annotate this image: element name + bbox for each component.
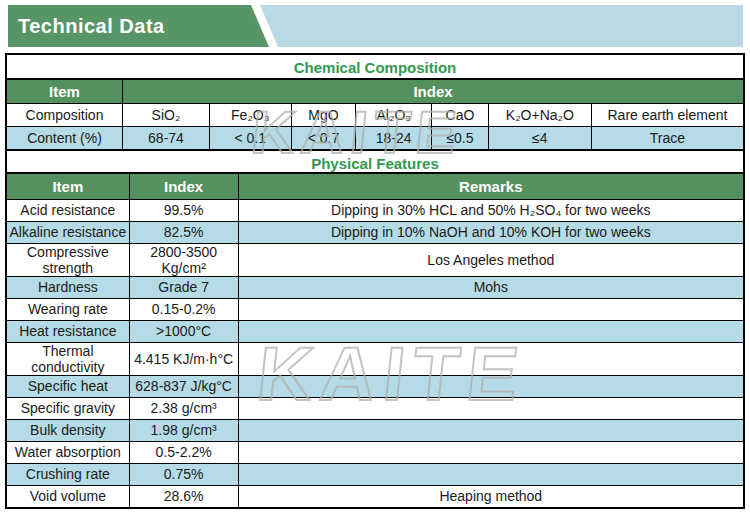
row-label: Composition [7,103,123,126]
table-cell [238,397,743,419]
table-row: Specific gravity 2.38 g/cm³ [7,397,743,419]
table-cell: 0.5-2.2% [129,441,238,463]
table-row: Void volume 28.6% Heaping method [7,485,743,507]
table-cell: < 0.7 [291,126,356,149]
table-cell: 628-837 J/kg°C [129,375,238,397]
chem-composition-row: Composition SiO₂ Fe₂O₃ MgO Al₂O₃ CaO K₂O… [7,103,743,126]
table-cell: Grade 7 [129,276,238,298]
table-row: Compressive strength 2800-3500 Kg/cm² Lo… [7,243,743,276]
page-title: Technical Data [18,5,165,47]
table-cell: Acid resistance [7,199,129,221]
chemical-composition-table: Item Index Composition SiO₂ Fe₂O₃ MgO Al… [7,80,743,149]
table-cell [238,298,743,320]
table-cell: 0.15-0.2% [129,298,238,320]
table-row: Crushing rate 0.75% [7,463,743,485]
table-cell: Water absorption [7,441,129,463]
row-label: Content (%) [7,126,123,149]
table-cell: ≤0.5 [432,126,489,149]
table-cell: Thermal conductivity [7,342,129,375]
table-cell [238,320,743,342]
table-row: Acid resistance 99.5% Dipping in 30% HCL… [7,199,743,221]
table-cell: Compressive strength [7,243,129,276]
chem-header-index: Index [123,80,743,103]
table-cell: Specific gravity [7,397,129,419]
table-cell: Hardness [7,276,129,298]
phys-header-remarks: Remarks [238,174,743,199]
table-cell: < 0.1 [209,126,291,149]
table-cell: CaO [432,103,489,126]
table-cell: 2800-3500 Kg/cm² [129,243,238,276]
table-cell: 68-74 [123,126,210,149]
table-cell: Fe₂O₃ [209,103,291,126]
table-cell: Mohs [238,276,743,298]
table-cell: K₂O+Na₂O [488,103,591,126]
phys-header-row: Item Index Remarks [7,174,743,199]
phys-header-index: Index [129,174,238,199]
table-cell: ≤4 [488,126,591,149]
table-cell: MgO [291,103,356,126]
physical-features-title: Physical Features [7,149,743,174]
table-cell: 1.98 g/cm³ [129,419,238,441]
technical-data-sheet: Chemical Composition Item Index Composit… [5,53,745,509]
table-cell: Void volume [7,485,129,507]
table-cell: Bulk density [7,419,129,441]
table-cell: Dipping in 30% HCL and 50% H₂SO₄ for two… [238,199,743,221]
table-cell [238,342,743,375]
title-banner: Technical Data [8,5,743,47]
table-cell: 2.38 g/cm³ [129,397,238,419]
table-cell: Dipping in 10% NaOH and 10% KOH for two … [238,221,743,243]
table-cell [238,463,743,485]
table-row: Specific heat 628-837 J/kg°C [7,375,743,397]
table-cell: Al₂O₃ [356,103,432,126]
table-cell: Trace [591,126,743,149]
table-cell [238,419,743,441]
phys-header-item: Item [7,174,129,199]
table-cell: 99.5% [129,199,238,221]
chem-content-row: Content (%) 68-74 < 0.1 < 0.7 18-24 ≤0.5… [7,126,743,149]
physical-features-table: Item Index Remarks Acid resistance 99.5%… [7,174,743,507]
table-cell: Los Angeles method [238,243,743,276]
table-row: Alkaline resistance 82.5% Dipping in 10%… [7,221,743,243]
table-row: Heat resistance >1000°C [7,320,743,342]
table-row: Wearing rate 0.15-0.2% [7,298,743,320]
table-cell: SiO₂ [123,103,210,126]
table-row: Water absorption 0.5-2.2% [7,441,743,463]
table-row: Hardness Grade 7 Mohs [7,276,743,298]
table-cell: 4.415 KJ/m·h°C [129,342,238,375]
table-cell: Crushing rate [7,463,129,485]
table-cell: Specific heat [7,375,129,397]
table-cell: Alkaline resistance [7,221,129,243]
table-cell: 82.5% [129,221,238,243]
table-cell: Heat resistance [7,320,129,342]
table-cell: 0.75% [129,463,238,485]
table-cell: >1000°C [129,320,238,342]
table-cell [238,441,743,463]
table-cell [238,375,743,397]
table-cell: Wearing rate [7,298,129,320]
table-cell: Heaping method [238,485,743,507]
chemical-composition-title: Chemical Composition [7,55,743,80]
table-cell: 28.6% [129,485,238,507]
table-row: Bulk density 1.98 g/cm³ [7,419,743,441]
table-row: Thermal conductivity 4.415 KJ/m·h°C [7,342,743,375]
chem-header-row: Item Index [7,80,743,103]
chem-header-item: Item [7,80,123,103]
table-cell: Rare earth element [591,103,743,126]
table-cell: 18-24 [356,126,432,149]
